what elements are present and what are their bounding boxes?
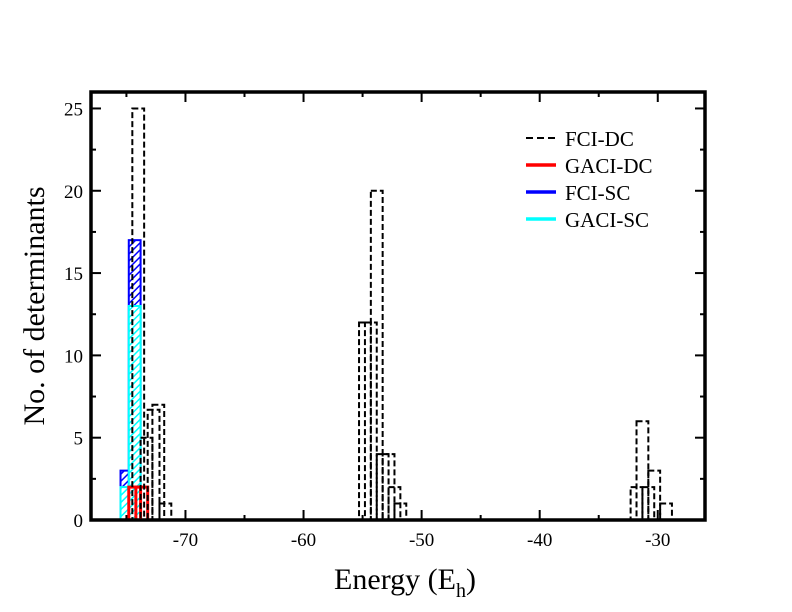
bar-fci-dc-13 bbox=[635, 420, 650, 522]
legend-label-gaci-sc: GACI-SC bbox=[565, 208, 649, 232]
bar-fci-dc-17 bbox=[659, 502, 673, 522]
bar-fci-dc-2 bbox=[146, 408, 161, 521]
x-axis-title: Energy (Eh) bbox=[334, 563, 476, 602]
x-tick-label-1: -60 bbox=[291, 530, 316, 551]
x-tick-label-4: -30 bbox=[645, 530, 670, 551]
legend-label-fci-dc: FCI-DC bbox=[565, 127, 634, 151]
y-tick-label-0: 0 bbox=[74, 511, 84, 532]
legend: FCI-DC GACI-DC FCI-SC GACI-SC bbox=[526, 127, 653, 232]
plot-frame bbox=[89, 90, 707, 522]
y-tick-label-1: 5 bbox=[74, 429, 84, 450]
bar-fci-dc-0 bbox=[131, 107, 146, 522]
legend-label-gaci-dc: GACI-DC bbox=[565, 154, 653, 178]
x-tick-label-0: -70 bbox=[173, 530, 198, 551]
y-tick-label-4: 20 bbox=[64, 182, 83, 203]
y-tick-label-2: 10 bbox=[64, 346, 83, 367]
x-tick-label-3: -40 bbox=[527, 530, 552, 551]
ticks-layer: -70 -60 -50 -40 -30 0 5 10 15 20 25 bbox=[64, 92, 705, 551]
bar-fci-dc-3 bbox=[151, 403, 166, 521]
bar-fci-dc-4 bbox=[158, 502, 173, 522]
y-tick-label-5: 25 bbox=[64, 99, 83, 120]
x-tick-label-2: -50 bbox=[409, 530, 434, 551]
legend-label-fci-sc: FCI-SC bbox=[565, 181, 630, 205]
y-tick-label-3: 15 bbox=[64, 264, 83, 285]
y-axis-title: No. of determinants bbox=[18, 186, 51, 425]
bar-fci-dc-11 bbox=[393, 502, 408, 522]
